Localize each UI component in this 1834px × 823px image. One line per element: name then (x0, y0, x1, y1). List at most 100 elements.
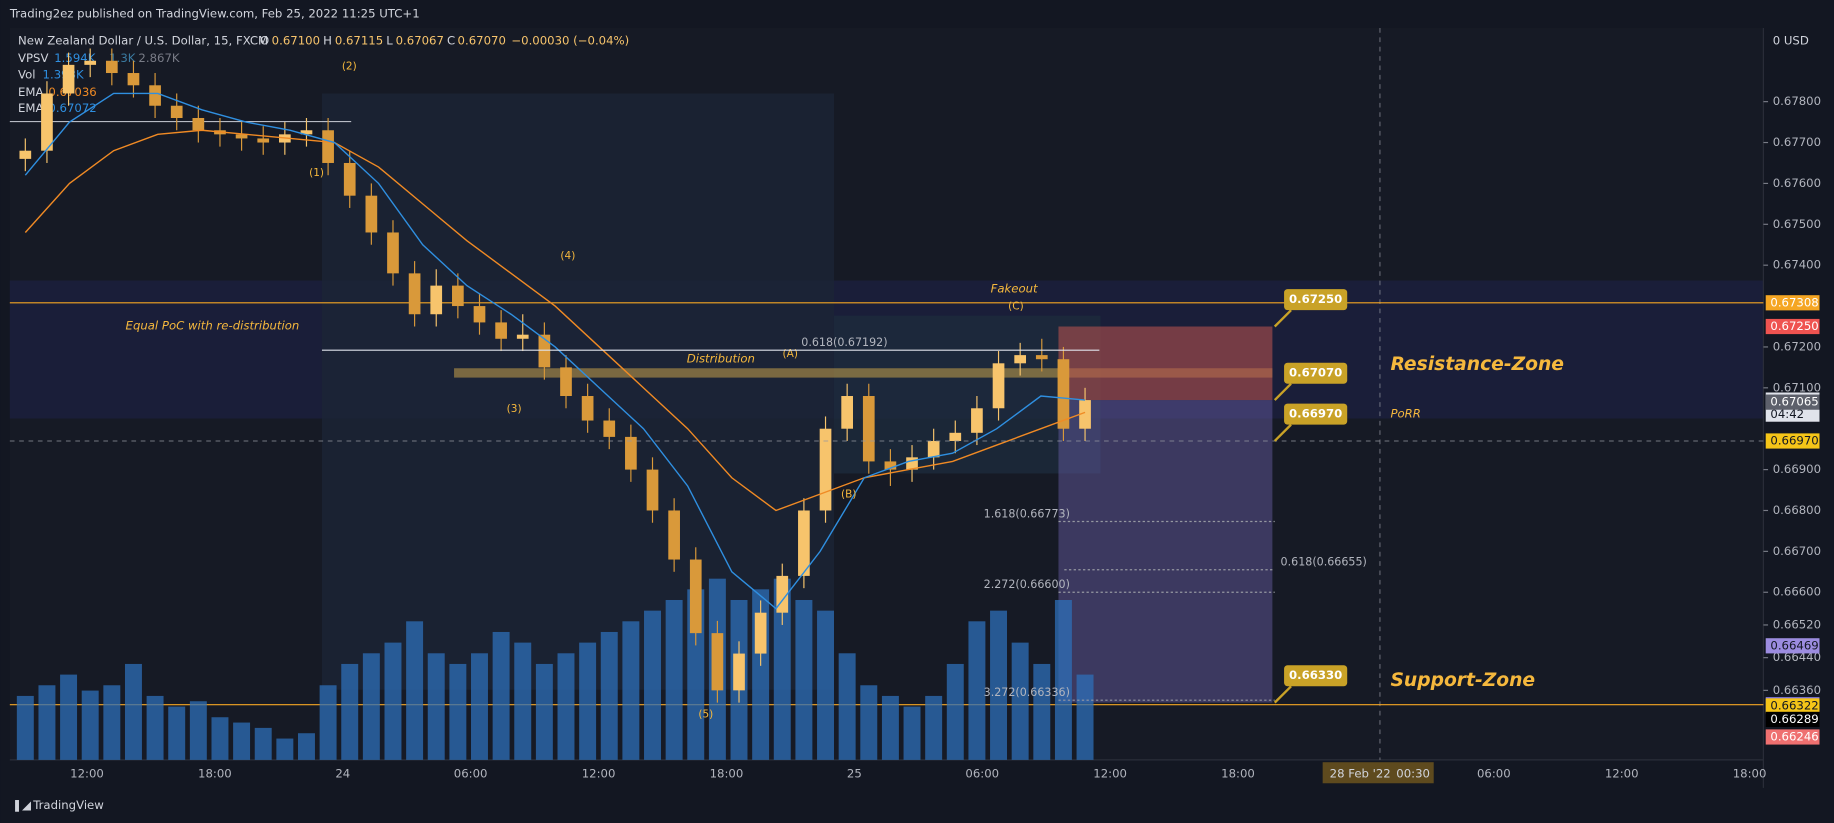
target-zone (1058, 400, 1273, 703)
candle-body (149, 85, 161, 106)
zone-label: Resistance-Zone (1390, 354, 1564, 375)
x-tick-label: 18:00 (1221, 766, 1255, 780)
legend-c-val: 0.67070 (458, 33, 506, 47)
volume-bar (795, 599, 813, 760)
candle-body (170, 105, 183, 119)
zone-label: PoRR (1390, 406, 1420, 420)
volume-bar (860, 685, 878, 760)
annotation: Equal PoC with re-distribution (126, 319, 300, 333)
candle-body (495, 322, 507, 339)
candle-body (452, 285, 464, 307)
x-tick-label: 12:00 (1093, 766, 1127, 780)
candle-body (754, 612, 767, 654)
fib-label: 1.618(0.66773) (984, 508, 1070, 521)
callout-box (1284, 665, 1348, 687)
wave-label: (3) (507, 403, 522, 415)
candle-body (841, 396, 853, 429)
fib-label: 3.272(0.66336) (984, 686, 1070, 699)
volume-bar (817, 610, 834, 760)
y-tick-label: 0.66800 (1773, 503, 1821, 517)
y-tick-label: 0.66520 (1773, 617, 1821, 631)
x-tick-label: 18:00 (1733, 766, 1767, 780)
callout-label: 0.67070 (1289, 366, 1342, 380)
fib-label: 0.618(0.67192) (801, 336, 887, 349)
x-tick-label: 06:00 (1477, 766, 1511, 780)
legend-vpsv: VPSV (18, 51, 48, 65)
candle-body (1079, 400, 1091, 429)
candle-body (300, 130, 313, 135)
fib-label: 2.272(0.66600) (984, 578, 1070, 591)
x-tick-label: 12:00 (1605, 766, 1639, 780)
price-label: 0.66970 (1770, 433, 1818, 447)
volume-bar (189, 701, 207, 760)
footer-logo: ❚◢ (12, 798, 31, 812)
candle-body (819, 428, 832, 511)
y-tick-label: 0.66440 (1773, 650, 1821, 664)
candle-body (322, 130, 334, 163)
price-label: 0.67308 (1770, 295, 1818, 309)
y-tick-label: 0.67400 (1773, 258, 1821, 272)
candle-body (798, 510, 810, 576)
callout-label: 0.66330 (1289, 668, 1342, 682)
volume-bar (146, 695, 164, 760)
volume-bar (341, 663, 359, 760)
callout-box (1284, 403, 1348, 425)
volume-bar (946, 663, 964, 760)
y-tick-label: 0.67600 (1773, 176, 1821, 190)
volume-bar (968, 621, 986, 760)
crosshair-date: 28 Feb '22 (1330, 766, 1391, 780)
candle-body (257, 138, 270, 143)
y-tick-label: 0.66900 (1773, 462, 1821, 476)
profile-range (833, 315, 1101, 474)
candle-body (949, 432, 962, 441)
candle-body (516, 334, 529, 339)
candle-body (1035, 355, 1048, 360)
callout-box (1284, 362, 1348, 384)
candle-body (711, 633, 724, 691)
footer-brand: TradingView (32, 798, 104, 812)
legend-ema-val: 0.67072 (48, 101, 96, 115)
candle-body (365, 195, 378, 233)
volume-bar (535, 663, 553, 760)
price-label-box (1765, 729, 1820, 745)
legend-ema: EMA (18, 85, 43, 99)
volume-bar (38, 685, 56, 760)
legend-h: H (323, 33, 332, 47)
fib-label: 0.618(0.66655) (1281, 556, 1367, 569)
callout-pointer (1273, 382, 1292, 401)
volume-bar (579, 642, 597, 760)
legend-symbol: New Zealand Dollar / U.S. Dollar, 15, FX… (18, 33, 268, 47)
candle-body (1014, 355, 1027, 364)
wave-label: (2) (342, 61, 357, 73)
volume-bar (319, 685, 337, 760)
volume-bar (427, 653, 445, 760)
volume-bar (600, 631, 618, 760)
countdown-box (1765, 407, 1820, 422)
callout-label: 0.66970 (1289, 407, 1342, 421)
price-label-box (1765, 318, 1820, 335)
x-tick-label: 24 (335, 766, 350, 780)
volume-bar (990, 610, 1008, 760)
wave-label: (B) (841, 489, 856, 501)
candle-body (625, 436, 637, 470)
volume-bar (1011, 642, 1029, 760)
price-label: 0.67250 (1770, 319, 1818, 333)
annotation: Fakeout (991, 281, 1038, 295)
candle-body (1057, 359, 1070, 429)
x-tick-label: 06:00 (965, 766, 999, 780)
candle-body (235, 134, 248, 139)
legend-o: O (260, 33, 269, 47)
candle-body (192, 118, 205, 131)
price-label-box (1765, 295, 1820, 311)
y-tick-label: 0.67700 (1773, 135, 1821, 149)
volume-bar (60, 674, 78, 760)
x-tick-label: 06:00 (454, 766, 488, 780)
ema-line (24, 92, 1086, 610)
zone-label: Support-Zone (1390, 670, 1535, 691)
price-label: 0.66289 (1770, 712, 1818, 726)
volume-bar (838, 653, 856, 760)
volume-bar (1054, 599, 1072, 760)
callout-pointer (1273, 423, 1292, 442)
candle-body (343, 162, 356, 196)
y-tick-label: 0.67500 (1773, 217, 1821, 231)
